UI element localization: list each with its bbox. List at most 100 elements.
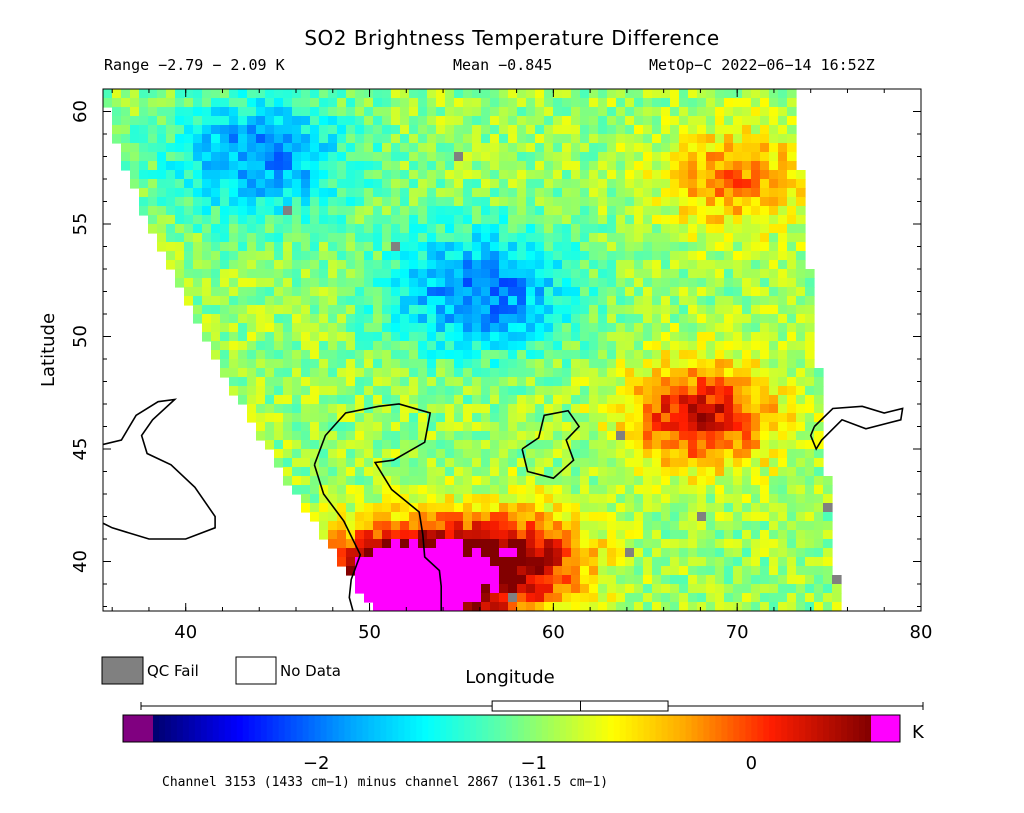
heatmap-cell — [787, 314, 797, 324]
heatmap-cell — [760, 179, 770, 189]
heatmap-cell — [706, 503, 716, 513]
heatmap-cell — [751, 224, 761, 234]
colorbar-segment — [362, 715, 369, 742]
colorbar-unit: K — [912, 722, 925, 743]
heatmap-cell — [778, 413, 788, 423]
heatmap-cell — [211, 332, 221, 342]
heatmap-cell — [652, 215, 662, 225]
heatmap-cell — [787, 566, 797, 576]
heatmap-cell — [346, 476, 356, 486]
heatmap-cell — [256, 404, 266, 414]
heatmap-cell — [553, 125, 563, 135]
heatmap-cell — [643, 476, 653, 486]
heatmap-cell — [301, 377, 311, 387]
heatmap-cell — [283, 197, 293, 207]
heatmap-cell — [409, 359, 419, 369]
heatmap-cell — [238, 395, 248, 405]
heatmap-cell — [283, 260, 293, 270]
heatmap-cell — [472, 467, 482, 477]
heatmap-cell — [436, 530, 446, 540]
heatmap-cell — [202, 215, 212, 225]
heatmap-cell — [454, 566, 464, 576]
heatmap-cell — [472, 332, 482, 342]
heatmap-cell — [436, 242, 446, 252]
heatmap-cell — [535, 179, 545, 189]
heatmap-cell — [670, 260, 680, 270]
heatmap-cell — [706, 188, 716, 198]
heatmap-cell — [562, 521, 572, 531]
heatmap-cell — [265, 386, 275, 396]
heatmap-cell — [301, 206, 311, 216]
heatmap-cell — [652, 89, 662, 99]
heatmap-cell — [769, 233, 779, 243]
heatmap-cell — [571, 395, 581, 405]
heatmap-cell — [364, 278, 374, 288]
heatmap-cell — [364, 242, 374, 252]
heatmap-cell — [679, 422, 689, 432]
heatmap-cell — [526, 125, 536, 135]
heatmap-cell — [625, 206, 635, 216]
heatmap-cell — [517, 314, 527, 324]
heatmap-cell — [346, 287, 356, 297]
heatmap-cell — [643, 440, 653, 450]
heatmap-cell — [436, 467, 446, 477]
heatmap-cell — [634, 422, 644, 432]
heatmap-cell — [490, 179, 500, 189]
heatmap-cell — [607, 377, 617, 387]
heatmap-cell — [148, 116, 158, 126]
heatmap-cell — [526, 557, 536, 567]
heatmap-cell — [715, 89, 725, 99]
heatmap-cell — [229, 170, 239, 180]
heatmap-cell — [436, 323, 446, 333]
heatmap-cell — [454, 359, 464, 369]
heatmap-cell — [517, 179, 527, 189]
heatmap-cell — [769, 260, 779, 270]
heatmap-cell — [346, 152, 356, 162]
heatmap-cell — [463, 233, 473, 243]
heatmap-cell — [454, 278, 464, 288]
heatmap-cell — [337, 539, 347, 549]
heatmap-cell — [472, 557, 482, 567]
heatmap-cell — [157, 215, 167, 225]
heatmap-cell — [760, 134, 770, 144]
heatmap-cell — [265, 350, 275, 360]
heatmap-cell — [796, 476, 806, 486]
heatmap-cell — [679, 197, 689, 207]
heatmap-cell — [544, 494, 554, 504]
heatmap-cell — [301, 503, 311, 513]
heatmap-cell — [634, 242, 644, 252]
heatmap-cell — [490, 485, 500, 495]
heatmap-cell — [715, 134, 725, 144]
heatmap-cell — [535, 530, 545, 540]
colorbar-segment — [625, 715, 633, 742]
heatmap-cell — [589, 341, 599, 351]
heatmap-cell — [472, 116, 482, 126]
heatmap-cell — [274, 188, 284, 198]
heatmap-cell — [490, 350, 500, 360]
heatmap-cell — [562, 467, 572, 477]
heatmap-cell — [373, 521, 383, 531]
heatmap-cell — [742, 368, 752, 378]
heatmap-cell — [508, 602, 518, 611]
heatmap-cell — [580, 449, 590, 459]
heatmap-cell — [562, 170, 572, 180]
heatmap-cell — [400, 386, 410, 396]
heatmap-cell — [562, 422, 572, 432]
heatmap-cell — [427, 260, 437, 270]
heatmap-cell — [490, 476, 500, 486]
heatmap-cell — [301, 107, 311, 117]
heatmap-cell — [598, 485, 608, 495]
heatmap-cell — [535, 440, 545, 450]
heatmap-cell — [670, 89, 680, 99]
heatmap-cell — [283, 449, 293, 459]
heatmap-cell — [751, 215, 761, 225]
heatmap-cell — [526, 566, 536, 576]
colorbar-segment — [458, 715, 465, 742]
colorbar-segment — [302, 715, 310, 742]
colorbar-segment — [428, 715, 435, 742]
heatmap-cell — [778, 98, 788, 108]
heatmap-cell — [229, 278, 239, 288]
heatmap-cell — [319, 152, 329, 162]
heatmap-cell — [535, 341, 545, 351]
heatmap-cell — [679, 278, 689, 288]
